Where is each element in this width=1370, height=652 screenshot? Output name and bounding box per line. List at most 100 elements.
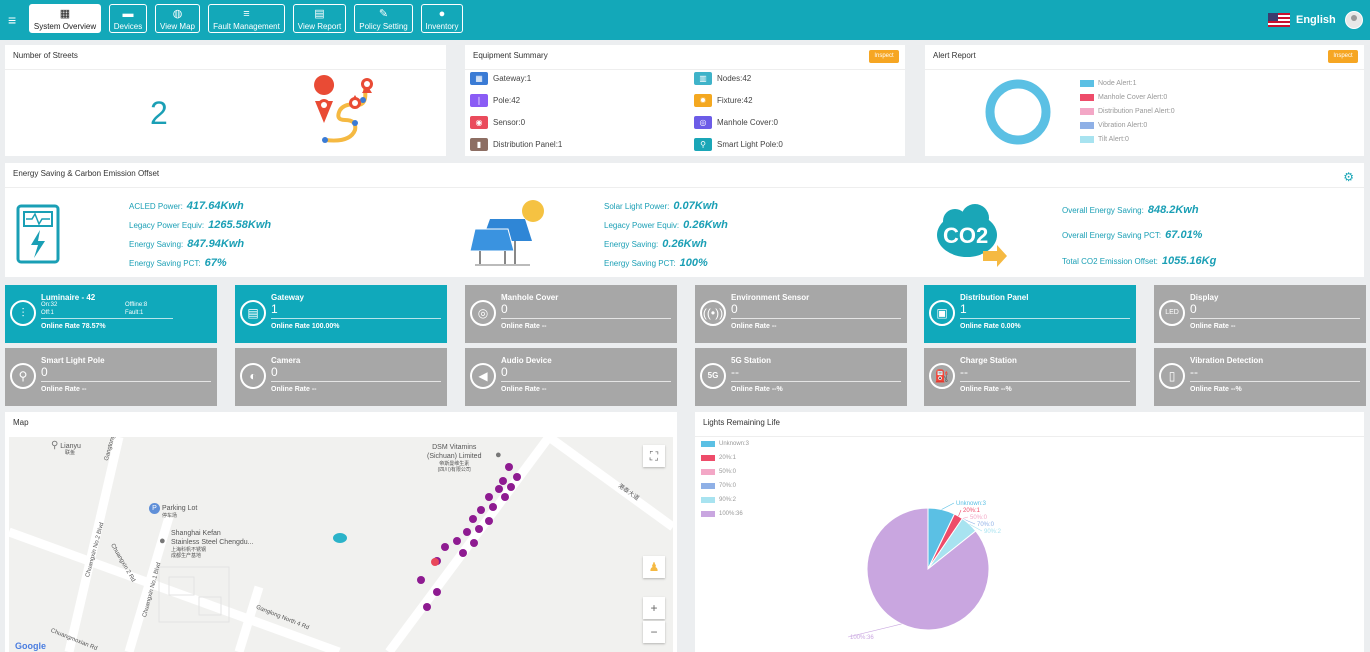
pie-label: 20%:1 <box>963 508 981 514</box>
tile-display[interactable]: LED Display 0 Online Rate -- <box>1154 285 1366 343</box>
nav-label: View Report <box>297 22 342 31</box>
panel-icon: ▮ <box>470 138 488 151</box>
legend-50[interactable]: 50%:0 <box>701 469 736 475</box>
legend-100[interactable]: 100%:36 <box>701 511 743 517</box>
legend-70[interactable]: 70%:0 <box>701 483 736 489</box>
solar-power: Solar Light Power: 0.07Kwh <box>604 200 719 212</box>
streets-card: Number of Streets 2 <box>5 45 446 156</box>
equipment-item-smart-pole: ⚲ Smart Light Pole:0 <box>694 138 783 151</box>
zoom-in-button[interactable]: + <box>643 597 665 619</box>
tile-camera[interactable]: ◐ Camera 0 Online Rate -- <box>235 348 447 406</box>
tile-5g-station[interactable]: 5G 5G Station -- Online Rate --% <box>695 348 907 406</box>
card-title: Alert Report <box>933 51 976 60</box>
pie-label: 70%:0 <box>977 522 995 528</box>
grid-icon: ▦ <box>59 8 71 20</box>
street-view-pegman-icon[interactable]: ♟ <box>643 556 665 578</box>
map-label-lianyu: ⚲ Lianyu <box>51 440 81 451</box>
pole-icon: ⚲ <box>10 363 36 389</box>
gear-icon[interactable]: ⚙ <box>1343 170 1354 184</box>
pole-icon: ❘ <box>470 94 488 107</box>
pie-label: Unknown:3 <box>956 501 987 507</box>
tile-luminaire[interactable]: ⫶ Luminaire - 42 On:32 Off:1 Offline:8 F… <box>5 285 217 343</box>
map-pin-icon: ● <box>495 449 502 461</box>
equipment-item-fixture: ✹ Fixture:42 <box>694 94 753 107</box>
pie-leader-line <box>958 509 962 517</box>
fullscreen-button[interactable]: ⛶ <box>643 445 665 467</box>
remaining-life-pie-chart: Unknown:320%:150%:070%:090%:2 100%:36 <box>847 501 1002 641</box>
power-meter-icon <box>16 204 60 264</box>
card-title: Energy Saving & Carbon Emission Offset <box>13 169 160 178</box>
tile-audio-device[interactable]: ◀ Audio Device 0 Online Rate -- <box>465 348 677 406</box>
edit-icon: ✎ <box>378 8 389 20</box>
pie-leader-line <box>962 516 969 519</box>
nav-policy-setting[interactable]: ✎ Policy Setting <box>354 4 413 33</box>
pie-slice-100pct[interactable] <box>866 507 990 631</box>
pie-leader-line <box>847 623 902 638</box>
tile-gateway[interactable]: ▤ Gateway 1 Online Rate 100.00% <box>235 285 447 343</box>
card-title: Number of Streets <box>13 51 78 60</box>
speaker-icon: ◀ <box>470 363 496 389</box>
signal-icon: ((•)) <box>700 300 726 326</box>
solar-legacy: Legacy Power Equiv: 0.26Kwh <box>604 219 728 231</box>
panel-icon: ▣ <box>929 300 955 326</box>
legend-20[interactable]: 20%:1 <box>701 455 736 461</box>
card-title: Map <box>13 418 29 427</box>
tile-vibration-detection[interactable]: ▯ Vibration Detection -- Online Rate --% <box>1154 348 1366 406</box>
pie-label: 90%:2 <box>984 529 1002 535</box>
avatar[interactable] <box>1345 11 1363 29</box>
sliders-icon: ⫶ <box>10 300 36 326</box>
map-label-dsm: DSM Vitamins (Sichuan) Limited 帝斯曼维生素 (四… <box>427 444 482 473</box>
acled-legacy: Legacy Power Equiv: 1265.58Kwh <box>129 219 272 231</box>
acled-saving-pct: Energy Saving PCT: 67% <box>129 257 227 269</box>
us-flag-icon <box>1268 13 1290 27</box>
zoom-out-button[interactable]: − <box>643 621 665 643</box>
streets-count: 2 <box>150 95 168 131</box>
pie-leader-line <box>941 502 955 510</box>
legend-distribution-alert: Distribution Panel Alert:0 <box>1080 108 1175 115</box>
lights-remaining-life-card: Lights Remaining Life Unknown:3 20%:1 50… <box>695 412 1364 652</box>
inspect-button[interactable]: Inspect <box>869 50 899 63</box>
device-markers <box>333 463 521 611</box>
map-pin-icon: ● <box>159 535 166 547</box>
gateway-icon: ▦ <box>470 72 488 85</box>
tile-environment-sensor[interactable]: ((•)) Environment Sensor 0 Online Rate -… <box>695 285 907 343</box>
tile-manhole-cover[interactable]: ◎ Manhole Cover 0 Online Rate -- <box>465 285 677 343</box>
map-pin-icon: ⚲ <box>51 440 59 451</box>
map-view[interactable]: ⚲ Lianyu 联鱼 DSM Vitamins (Sichuan) Limit… <box>9 437 673 652</box>
smart-pole-icon: ⚲ <box>694 138 712 151</box>
nav-system-overview[interactable]: ▦ System Overview <box>29 4 101 33</box>
nav-fault-management[interactable]: ≡ Fault Management <box>208 4 285 33</box>
equipment-item-nodes: ▥ Nodes:42 <box>694 72 751 85</box>
overall-saving-pct: Overall Energy Saving PCT: 67.01% <box>1062 229 1203 241</box>
legend-90[interactable]: 90%:2 <box>701 497 736 503</box>
nav-label: Devices <box>113 22 143 31</box>
nodes-icon: ▥ <box>694 72 712 85</box>
nav-label: View Map <box>160 22 195 31</box>
manhole-icon: ◎ <box>694 116 712 129</box>
nav-view-report[interactable]: ▤ View Report <box>293 4 346 33</box>
language-selector[interactable]: English <box>1268 13 1336 27</box>
equipment-item-manhole: ◎ Manhole Cover:0 <box>694 116 778 129</box>
tile-charge-station[interactable]: ⛽ Charge Station -- Online Rate --% <box>924 348 1136 406</box>
camera-icon: ◐ <box>240 363 266 389</box>
hamburger-icon[interactable]: ≡ <box>8 12 17 28</box>
tile-smart-light-pole[interactable]: ⚲ Smart Light Pole 0 Online Rate -- <box>5 348 217 406</box>
map-roads <box>9 437 673 652</box>
nav-label: Inventory <box>425 22 459 31</box>
co2-offset: Total CO2 Emission Offset: 1055.16Kg <box>1062 255 1217 267</box>
pin-icon: ● <box>438 8 446 20</box>
energy-saving-card: Energy Saving & Carbon Emission Offset ⚙… <box>5 163 1364 277</box>
inspect-button[interactable]: Inspect <box>1328 50 1358 63</box>
manhole-icon: ◎ <box>470 300 496 326</box>
led-icon: LED <box>1159 300 1185 326</box>
card-title: Equipment Summary <box>473 51 548 60</box>
nav-inventory[interactable]: ● Inventory <box>421 4 463 33</box>
tile-distribution-panel[interactable]: ▣ Distribution Panel 1 Online Rate 0.00% <box>924 285 1136 343</box>
nav-view-map[interactable]: ◍ View Map <box>155 4 200 33</box>
acled-power: ACLED Power: 417.64Kwh <box>129 200 244 212</box>
nav-devices[interactable]: ▬ Devices <box>109 4 147 33</box>
pie-label: 50%:0 <box>970 515 988 521</box>
legend-unknown[interactable]: Unknown:3 <box>701 441 749 447</box>
solar-saving-pct: Energy Saving PCT: 100% <box>604 257 708 269</box>
equipment-item-distribution-panel: ▮ Distribution Panel:1 <box>470 138 562 151</box>
